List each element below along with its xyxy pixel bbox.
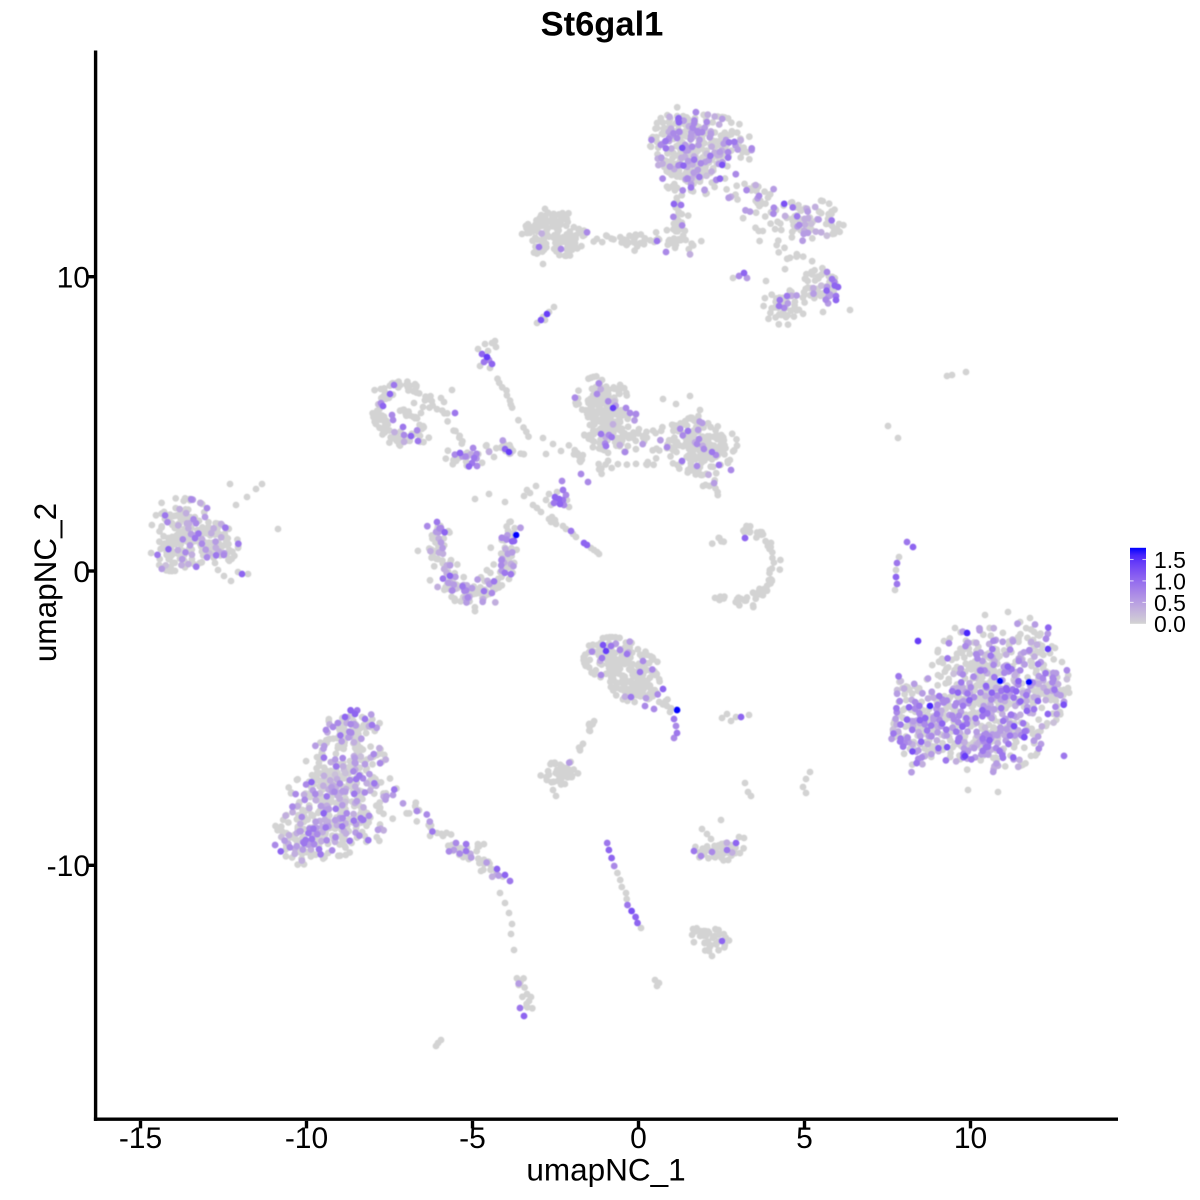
- svg-text:-10: -10: [47, 850, 90, 883]
- svg-text:5: 5: [796, 1122, 813, 1155]
- svg-text:umapNC_1: umapNC_1: [526, 1152, 685, 1188]
- svg-text:1.0: 1.0: [1154, 568, 1186, 594]
- svg-text:10: 10: [954, 1122, 987, 1155]
- svg-text:umapNC_2: umapNC_2: [27, 503, 63, 662]
- svg-text:0: 0: [630, 1122, 647, 1155]
- svg-text:10: 10: [57, 262, 90, 295]
- svg-text:-15: -15: [119, 1122, 162, 1155]
- svg-text:-5: -5: [459, 1122, 486, 1155]
- svg-text:0.5: 0.5: [1154, 590, 1186, 616]
- svg-text:0: 0: [73, 556, 90, 589]
- svg-text:1.5: 1.5: [1154, 547, 1186, 573]
- svg-text:St6gal1: St6gal1: [541, 6, 664, 44]
- svg-text:-10: -10: [285, 1122, 328, 1155]
- svg-text:0.0: 0.0: [1154, 611, 1186, 637]
